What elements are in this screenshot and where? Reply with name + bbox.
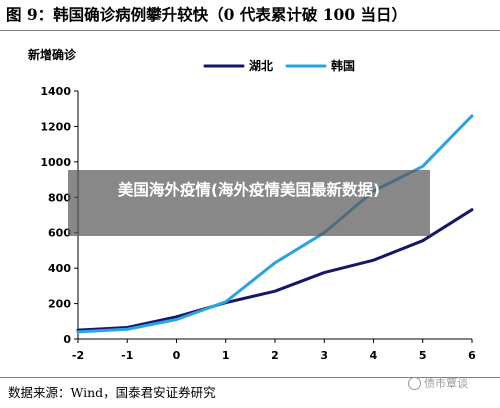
legend-label-1: 韩国 xyxy=(331,58,355,73)
y-tick-label: 1200 xyxy=(40,120,71,133)
axes: 0 200 400 600 800 1000 1200 1400 -2 -1 0 1 2 3 4 5 6 xyxy=(40,85,476,362)
x-tick-label: 5 xyxy=(419,349,427,362)
watermark-text: 债市覃谈 xyxy=(424,377,468,390)
y-tick-label: 1000 xyxy=(40,156,71,169)
x-tick-label: 3 xyxy=(320,349,328,362)
title-divider xyxy=(0,30,500,31)
x-tick-label: -1 xyxy=(121,349,133,362)
watermark: 债市覃谈 xyxy=(408,375,468,391)
overlay-caption: 美国海外疫情(海外疫情美国最新数据) xyxy=(68,170,430,236)
y-axis-label: 新增确诊 xyxy=(28,48,77,62)
series-line-0 xyxy=(76,208,474,332)
wechat-logo-icon xyxy=(408,376,421,390)
y-tick-label: 200 xyxy=(48,298,71,311)
legend: 湖北 韩国 xyxy=(203,58,355,73)
y-tick-label: 400 xyxy=(48,262,71,275)
source-divider xyxy=(0,377,500,378)
y-tick-label: 800 xyxy=(48,191,71,204)
y-tick-label: 600 xyxy=(48,227,71,240)
legend-label-0: 湖北 xyxy=(249,58,273,73)
y-tick-label: 0 xyxy=(63,333,71,346)
x-tick-label: 6 xyxy=(468,349,476,362)
source-note: 数据来源：Wind，国泰君安证券研究 xyxy=(8,385,216,400)
figure-title: 图 9：韩国确诊病例攀升较快（0 代表累计破 100 当日） xyxy=(6,5,408,24)
x-tick-label: 1 xyxy=(222,349,230,362)
x-tick-label: 2 xyxy=(271,349,279,362)
x-tick-label: -2 xyxy=(72,349,84,362)
y-tick-label: 1400 xyxy=(40,85,71,98)
x-tick-label: 0 xyxy=(173,349,181,362)
x-tick-label: 4 xyxy=(370,349,378,362)
